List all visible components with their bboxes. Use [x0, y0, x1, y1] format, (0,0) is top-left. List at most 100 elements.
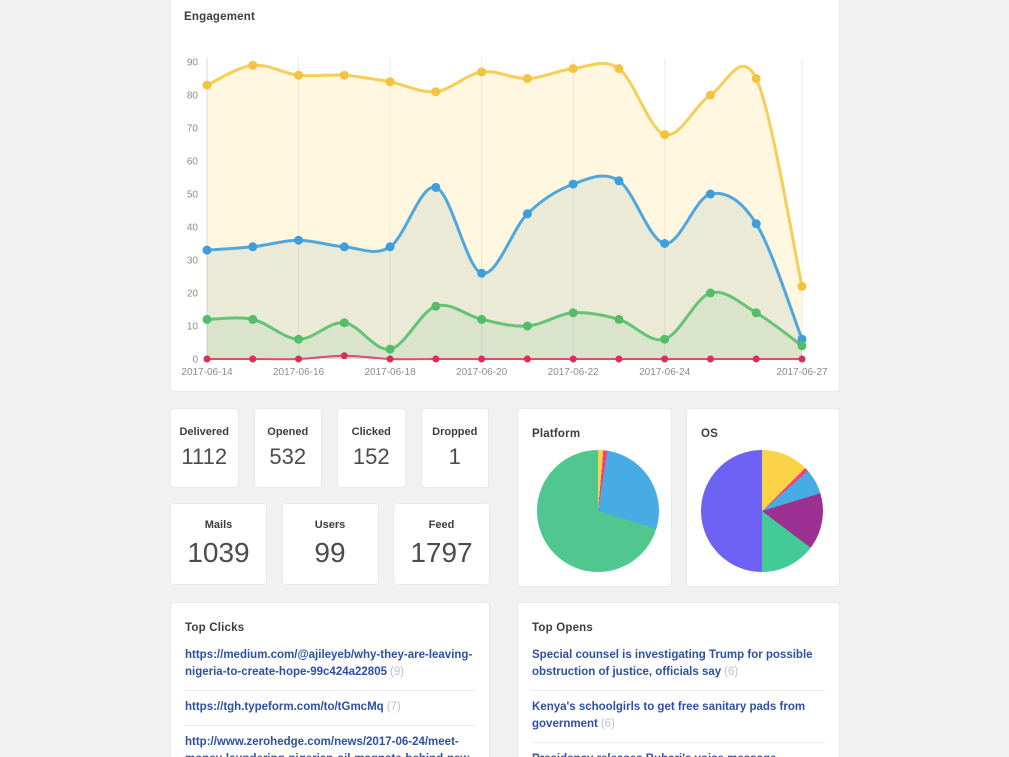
platform-pie-chart[interactable] — [537, 450, 659, 572]
series-yellow-point[interactable] — [431, 87, 441, 97]
engagement-title: Engagement — [184, 11, 256, 23]
x-axis-label: 2017-06-20 — [456, 367, 508, 378]
top-click-link[interactable]: http://www.zerohedge.com/news/2017-06-24… — [185, 736, 473, 757]
series-blue-point[interactable] — [797, 334, 807, 344]
series-yellow-point[interactable] — [248, 60, 258, 70]
series-red-point[interactable] — [661, 355, 669, 363]
series-yellow-point[interactable] — [568, 64, 578, 74]
series-yellow-point[interactable] — [797, 281, 807, 291]
x-axis-label: 2017-06-27 — [776, 367, 828, 378]
stat-label: Feed — [428, 519, 455, 531]
series-green-point[interactable] — [705, 288, 715, 298]
stat-label: Opened — [267, 426, 309, 438]
series-blue-point[interactable] — [431, 182, 441, 192]
stat-value: 152 — [352, 444, 390, 469]
y-axis-label: 30 — [187, 256, 199, 267]
series-yellow-point[interactable] — [614, 64, 624, 74]
series-blue-point[interactable] — [522, 209, 532, 219]
y-axis-label: 0 — [192, 355, 198, 366]
platform-panel: Platform — [517, 408, 672, 587]
series-red-point[interactable] — [432, 355, 440, 363]
stat-label: Delivered — [179, 426, 230, 438]
top-open-link[interactable]: Special counsel is investigating Trump f… — [532, 649, 813, 678]
stats-row-2: Mails 1039 Users 99 Feed 1797 — [170, 503, 490, 585]
series-yellow-point[interactable] — [660, 130, 670, 140]
top-opens-panel: Top Opens Special counsel is investigati… — [517, 602, 840, 757]
series-blue-area — [207, 176, 802, 359]
series-red-point[interactable] — [615, 355, 623, 363]
top-open-link[interactable]: Kenya's schoolgirls to get free sanitary… — [532, 701, 806, 730]
open-count: (6) — [724, 666, 739, 678]
series-green-point[interactable] — [339, 318, 349, 328]
top-click-link[interactable]: https://medium.com/@ajileyeb/why-they-ar… — [185, 649, 473, 678]
series-blue-point[interactable] — [294, 235, 304, 245]
series-yellow-point[interactable] — [751, 74, 761, 83]
series-green-point[interactable] — [568, 308, 578, 318]
top-opens-list: Special counsel is investigating Trump f… — [532, 639, 825, 757]
stats-row-1: Delivered 1112 Opened 532 Clicked 152 Dr… — [170, 408, 489, 488]
stat-label: Clicked — [351, 426, 391, 438]
series-yellow-point[interactable] — [339, 70, 349, 80]
series-yellow-point[interactable] — [294, 70, 304, 80]
series-yellow-point[interactable] — [202, 80, 212, 90]
series-green-point[interactable] — [202, 314, 212, 324]
top-open-link[interactable]: Presidency releases Buhari's voice messa… — [532, 753, 777, 757]
series-red-point[interactable] — [249, 355, 257, 363]
series-red-point[interactable] — [752, 355, 760, 363]
y-axis-label: 70 — [187, 124, 199, 135]
stat-card-clicked: Clicked 152 — [337, 408, 406, 488]
os-pie-chart[interactable] — [701, 450, 823, 572]
series-red-point[interactable] — [478, 355, 486, 363]
series-blue-point[interactable] — [751, 219, 761, 229]
stat-card-feed: Feed 1797 — [393, 503, 490, 585]
y-axis-label: 20 — [187, 289, 199, 300]
stat-value: 1797 — [410, 537, 473, 568]
series-blue-point[interactable] — [339, 242, 349, 252]
x-axis-label: 2017-06-14 — [181, 367, 233, 378]
x-axis-label: 2017-06-22 — [548, 367, 600, 378]
series-green-point[interactable] — [385, 344, 395, 354]
click-count: (7) — [386, 701, 401, 713]
y-axis-label: 80 — [187, 91, 199, 102]
series-red-point[interactable] — [203, 355, 211, 363]
series-red-point[interactable] — [295, 355, 303, 363]
series-yellow-point[interactable] — [477, 67, 487, 77]
stat-label: Users — [314, 519, 346, 531]
series-blue-point[interactable] — [705, 189, 715, 199]
series-green-point[interactable] — [797, 341, 807, 351]
top-clicks-panel: Top Clicks https://medium.com/@ajileyeb/… — [170, 602, 490, 757]
series-yellow-point[interactable] — [522, 74, 532, 83]
stat-value: 1112 — [181, 444, 228, 469]
series-green-point[interactable] — [294, 334, 304, 344]
engagement-chart: 0 10 20 30 40 50 60 70 80 90 2017-06-14 2017-06-16 2… — [181, 58, 828, 379]
engagement-panel: 0 10 20 30 40 50 60 70 80 90 2017-06-14 2017-06-16 2… — [170, 0, 840, 392]
series-green-point[interactable] — [751, 308, 761, 318]
series-blue-point[interactable] — [568, 179, 578, 189]
series-red-point[interactable] — [386, 355, 394, 363]
series-green-point[interactable] — [522, 321, 532, 331]
series-green-point[interactable] — [614, 314, 624, 324]
series-red-point[interactable] — [523, 355, 531, 363]
series-yellow-area — [207, 63, 802, 359]
series-green-point[interactable] — [431, 301, 441, 311]
series-red-point[interactable] — [706, 355, 714, 363]
open-item: Presidency releases Buhari's voice messa… — [532, 743, 825, 757]
x-axis-label: 2017-06-18 — [364, 367, 416, 378]
series-blue-point[interactable] — [660, 239, 670, 248]
series-green-point[interactable] — [248, 314, 258, 324]
stat-value: 99 — [314, 537, 346, 568]
series-blue-point[interactable] — [202, 245, 212, 255]
series-blue-point[interactable] — [248, 242, 258, 252]
series-yellow-point[interactable] — [385, 77, 395, 87]
series-red-point[interactable] — [569, 355, 577, 363]
series-green-point[interactable] — [660, 334, 670, 344]
stat-card-delivered: Delivered 1112 — [170, 408, 239, 488]
top-click-link[interactable]: https://tgh.typeform.com/to/tGmcMq — [185, 701, 384, 713]
series-blue-point[interactable] — [614, 176, 624, 186]
series-red-point[interactable] — [798, 355, 806, 363]
series-blue-point[interactable] — [477, 268, 487, 278]
series-yellow-point[interactable] — [705, 90, 715, 100]
series-green-point[interactable] — [477, 314, 487, 324]
series-blue-point[interactable] — [385, 242, 395, 252]
series-red-point[interactable] — [340, 352, 348, 360]
